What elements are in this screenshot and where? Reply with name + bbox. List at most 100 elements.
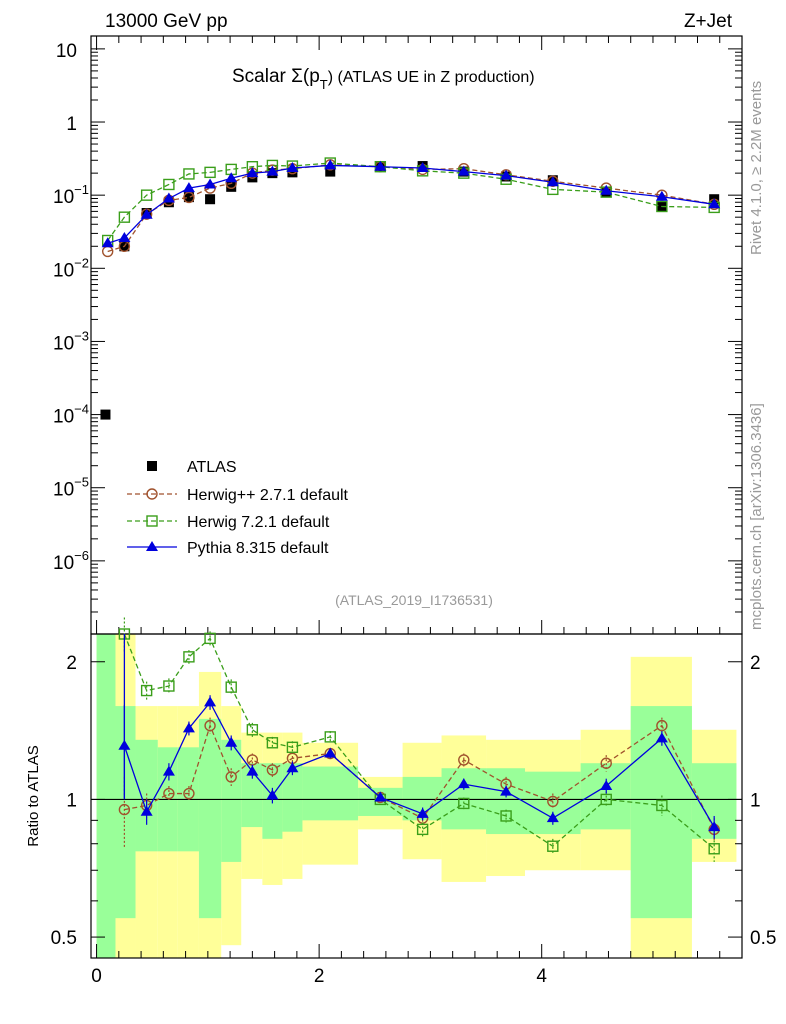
legend-marker <box>147 461 157 471</box>
analysis-id-label: (ATLAS_2019_I1736531) <box>335 592 493 608</box>
main-point <box>708 198 721 209</box>
band-inner-bin <box>221 739 242 862</box>
ratio-point <box>225 736 238 747</box>
ratio-y-tick-label-right: 1 <box>750 790 761 811</box>
main-point <box>183 168 195 180</box>
ratio-point <box>266 764 279 776</box>
main-point <box>204 166 216 179</box>
legend-label: Herwig 7.2.1 default <box>187 514 330 531</box>
ratio-point <box>656 799 668 812</box>
main-point <box>226 181 237 192</box>
legend-label: ATLAS <box>187 459 237 476</box>
main-point <box>600 184 613 195</box>
ratio-point <box>416 823 429 836</box>
ratio-point <box>266 789 279 800</box>
main-point <box>247 172 258 183</box>
main-point <box>225 172 238 183</box>
y-tick-label: 10−3 <box>53 328 89 354</box>
band-inner-bin <box>302 766 359 821</box>
main-series-line <box>107 164 715 253</box>
ratio-point <box>140 805 153 816</box>
ratio-point <box>547 840 559 852</box>
main-point <box>286 162 299 173</box>
ratio-point <box>324 731 336 743</box>
main-point <box>140 189 153 201</box>
main-point <box>416 162 429 173</box>
ratio-point <box>600 757 612 769</box>
ratio-y-tick-label: 1 <box>66 790 77 811</box>
band-inner-bin <box>135 739 158 852</box>
main-point <box>101 237 114 248</box>
main-point <box>546 176 559 187</box>
main-point <box>162 192 175 203</box>
ratio-point <box>458 797 470 810</box>
main-point <box>183 191 195 204</box>
ratio-point <box>500 810 512 822</box>
ratio-point <box>266 737 279 749</box>
ratio-ylabel: Ratio to ATLAS <box>25 745 42 846</box>
x-tick-label: 0 <box>91 966 102 987</box>
y-tick-label: 1 <box>66 114 77 135</box>
ratio-point <box>708 821 721 832</box>
ratio-point <box>183 651 195 663</box>
ratio-point <box>163 787 175 800</box>
ratio-y-tick-label: 0.5 <box>51 928 77 949</box>
legend-marker <box>146 488 158 500</box>
ratio-point <box>225 681 237 693</box>
ratio-point <box>163 680 175 692</box>
ratio-point <box>416 807 429 818</box>
main-point <box>457 165 470 176</box>
main-series-line <box>107 164 715 244</box>
ratio-point <box>547 795 559 808</box>
band-inner-bin <box>96 634 116 958</box>
ratio-point <box>458 754 470 766</box>
header-left: 13000 GeV pp <box>105 11 228 32</box>
ratio-point <box>246 724 259 736</box>
legend-marker <box>146 541 158 551</box>
main-point <box>182 182 195 193</box>
main-point <box>324 159 337 170</box>
ratio-point <box>182 722 195 733</box>
legend-label: Herwig++ 2.7.1 default <box>187 487 349 504</box>
band-inner-bin <box>115 706 136 919</box>
ratio-series-line <box>123 701 715 828</box>
rivet-version-label: Rivet 4.1.0, ≥ 2.2M events <box>748 80 765 255</box>
ratio-y-tick-label-right: 0.5 <box>750 928 776 949</box>
main-point <box>205 194 216 205</box>
ratio-point <box>600 779 613 790</box>
ratio-point <box>118 803 131 816</box>
main-point <box>100 409 111 420</box>
main-point <box>140 208 153 219</box>
y-tick-label: 10−4 <box>53 402 89 428</box>
legend-marker <box>146 515 158 527</box>
ratio-point <box>708 843 720 855</box>
ratio-point <box>656 719 668 732</box>
ratio-point <box>225 771 237 783</box>
band-inner-bin <box>282 763 303 832</box>
y-tick-label: 10−1 <box>53 182 89 208</box>
main-point <box>163 178 175 191</box>
mcplots-label: mcplots.cern.ch [arXiv:1306.3436] <box>748 403 765 630</box>
legend-label: Pythia 8.315 default <box>187 540 329 557</box>
ratio-y-tick-label-right: 2 <box>750 653 761 674</box>
ratio-point <box>457 778 470 789</box>
ratio-point <box>286 741 299 754</box>
header-right: Z+Jet <box>684 11 733 32</box>
ratio-point <box>374 791 387 802</box>
ratio-frame <box>90 633 743 959</box>
main-point <box>655 190 668 201</box>
band-inner-bin <box>241 763 263 828</box>
main-point <box>118 231 131 242</box>
ratio-point <box>500 785 513 796</box>
ratio-point <box>655 732 668 743</box>
main-point <box>325 166 336 177</box>
main-point <box>287 167 298 178</box>
ratio-point <box>140 684 153 697</box>
ratio-point <box>204 632 216 645</box>
chart-title: Scalar Σ(pT) (ATLAS UE in Z production) <box>232 66 535 92</box>
main-point <box>246 167 259 178</box>
main-point <box>183 192 194 203</box>
x-tick-label: 4 <box>536 966 547 987</box>
ratio-y-tick-label: 2 <box>66 653 77 674</box>
